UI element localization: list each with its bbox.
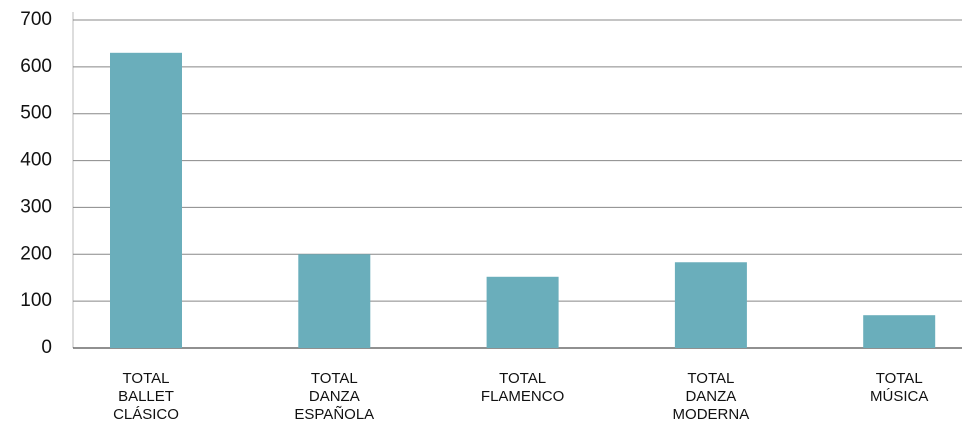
x-tick-label: TOTAL BALLET CLÁSICO (113, 370, 179, 423)
y-tick-label: 0 (41, 337, 52, 358)
bar (486, 276, 559, 348)
x-tick-label: TOTAL MÚSICA (870, 370, 929, 405)
y-tick-label: 300 (20, 196, 52, 217)
y-tick-label: 600 (20, 56, 52, 77)
y-tick-label: 400 (20, 150, 52, 171)
bar (298, 254, 371, 348)
bar (863, 315, 936, 348)
x-tick-label: TOTAL DANZA ESPAÑOLA (294, 370, 375, 423)
y-tick-label: 500 (20, 103, 52, 124)
bar (110, 52, 182, 349)
x-tick-label: TOTAL DANZA MODERNA (672, 370, 750, 423)
y-tick-label: 700 (20, 9, 52, 30)
x-tick-label: TOTAL FLAMENCO (480, 370, 565, 405)
bar (674, 262, 747, 348)
y-tick-label: 200 (20, 243, 52, 264)
y-tick-label: 100 (20, 290, 52, 311)
